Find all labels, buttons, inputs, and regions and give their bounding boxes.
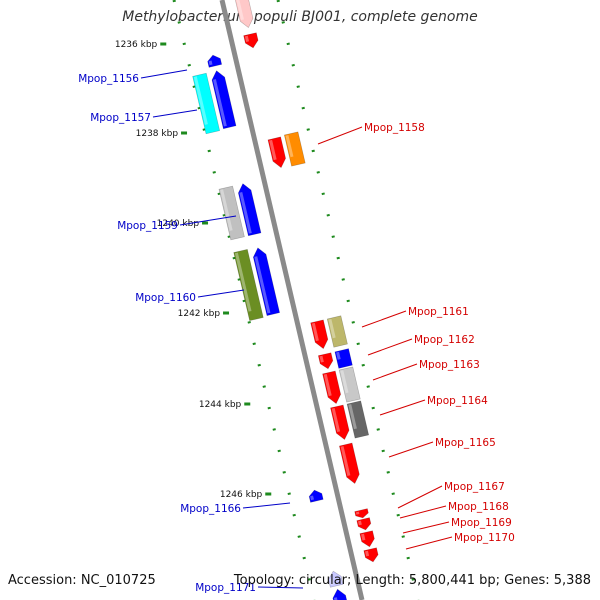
gene-Mpop_1157[interactable] [192, 72, 221, 135]
dot-guide-2 [276, 0, 420, 600]
gene-Mpop_1167[interactable] [354, 508, 369, 520]
gene-g-top[interactable] [234, 0, 255, 29]
gene-label-mpop-1167[interactable]: Mpop_1167 [444, 481, 505, 493]
gene-Mpop_1171[interactable] [327, 570, 344, 588]
gene-Mpop_1160a[interactable] [252, 246, 280, 316]
tick-label: 1240 kbp [157, 219, 200, 229]
gene-label-mpop-1165[interactable]: Mpop_1165 [435, 437, 496, 449]
leader-line [372, 363, 418, 381]
gene-labels: Mpop_1156 Mpop_1157 Mpop_1158 Mpop_1159 Mpop… [78, 69, 515, 594]
gene-label-mpop-1156[interactable]: Mpop_1156 [78, 73, 139, 85]
genome-backbone [219, 0, 365, 600]
gene-Mpop_1159[interactable] [218, 185, 245, 241]
gene-Mpop_1158a[interactable] [267, 136, 287, 169]
gene-Mpop_1160[interactable] [233, 248, 264, 322]
gene-Mpop_1162[interactable] [334, 348, 353, 369]
leader-line [242, 502, 291, 509]
gene-Mpop_1161[interactable] [326, 315, 348, 348]
tick-label: 1238 kbp [136, 129, 179, 139]
leader-line [179, 215, 237, 226]
gene-label-mpop-1163[interactable]: Mpop_1163 [419, 359, 480, 371]
gene-g-bottom[interactable] [331, 588, 349, 600]
gene-Mpop_1170[interactable] [363, 547, 380, 564]
gene-Mpop_1159a[interactable] [237, 182, 262, 237]
map-title: Methylobacterium populi BJ001, complete … [122, 9, 478, 25]
gene-label-mpop-1161[interactable]: Mpop_1161 [408, 306, 469, 318]
gene-label-mpop-1170[interactable]: Mpop_1170 [454, 532, 515, 544]
leader-line [317, 126, 363, 145]
gene-Mpop_1166[interactable] [308, 489, 324, 503]
leader-line [402, 521, 450, 534]
tick-label: 1244 kbp [199, 400, 242, 410]
leader-line [140, 69, 188, 79]
gene-Mpop_1156[interactable] [210, 69, 237, 130]
gridline-dots [172, 0, 420, 600]
gene-g-small-blue[interactable] [207, 54, 223, 68]
leader-line [399, 505, 447, 519]
tick-label: 1236 kbp [115, 40, 158, 50]
leader-line [405, 536, 453, 550]
gene-Mpop_1161a[interactable] [310, 319, 330, 350]
gene-Mpop_1168[interactable] [356, 517, 372, 532]
leader-line [397, 485, 443, 509]
gene-label-mpop-1157[interactable]: Mpop_1157 [90, 112, 151, 124]
gene-label-mpop-1158[interactable]: Mpop_1158 [364, 122, 425, 134]
leader-line [257, 586, 304, 589]
gene-label-mpop-1160[interactable]: Mpop_1160 [135, 292, 196, 304]
gene-Mpop_1158[interactable] [283, 131, 306, 167]
gene-Mpop_1163[interactable] [338, 366, 361, 403]
gene-Mpop_1164[interactable] [346, 400, 370, 439]
accession-text: Accession: NC_010725 [8, 573, 156, 588]
dot-guide-1 [172, 0, 316, 600]
leader-line [361, 310, 407, 328]
gene-Mpop_1164a[interactable] [330, 404, 351, 441]
gene-Mpop_1162a[interactable] [317, 352, 334, 371]
leader-line [197, 289, 245, 298]
gene-label-mpop-1169[interactable]: Mpop_1169 [451, 517, 512, 529]
gene-label-mpop-1168[interactable]: Mpop_1168 [448, 501, 509, 513]
tick-label: 1246 kbp [220, 490, 263, 500]
leader-line [388, 441, 434, 458]
leader-line [379, 399, 426, 416]
gene-label-mpop-1164[interactable]: Mpop_1164 [427, 395, 488, 407]
leader-line [367, 338, 413, 356]
leader-line [152, 109, 198, 118]
genome-summary-text: Topology: circular; Length: 5,800,441 bp… [233, 573, 591, 588]
gene-Mpop_1169[interactable] [359, 530, 376, 549]
gene-label-mpop-1159[interactable]: Mpop_1159 [117, 220, 178, 232]
gene-Mpop_1163a[interactable] [322, 370, 343, 405]
gene-label-mpop-1162[interactable]: Mpop_1162 [414, 334, 475, 346]
tick-label: 1242 kbp [178, 309, 221, 319]
gene-label-mpop-1171[interactable]: Mpop_1171 [195, 582, 256, 594]
gene-g-top2[interactable] [243, 32, 260, 50]
tick-marks: 1236 kbp 1238 kbp 1240 kbp 1242 kbp 1244 kbp… [115, 40, 272, 500]
gene-label-mpop-1166[interactable]: Mpop_1166 [180, 503, 241, 515]
gene-Mpop_1165[interactable] [339, 442, 361, 485]
gene-features [192, 0, 380, 600]
